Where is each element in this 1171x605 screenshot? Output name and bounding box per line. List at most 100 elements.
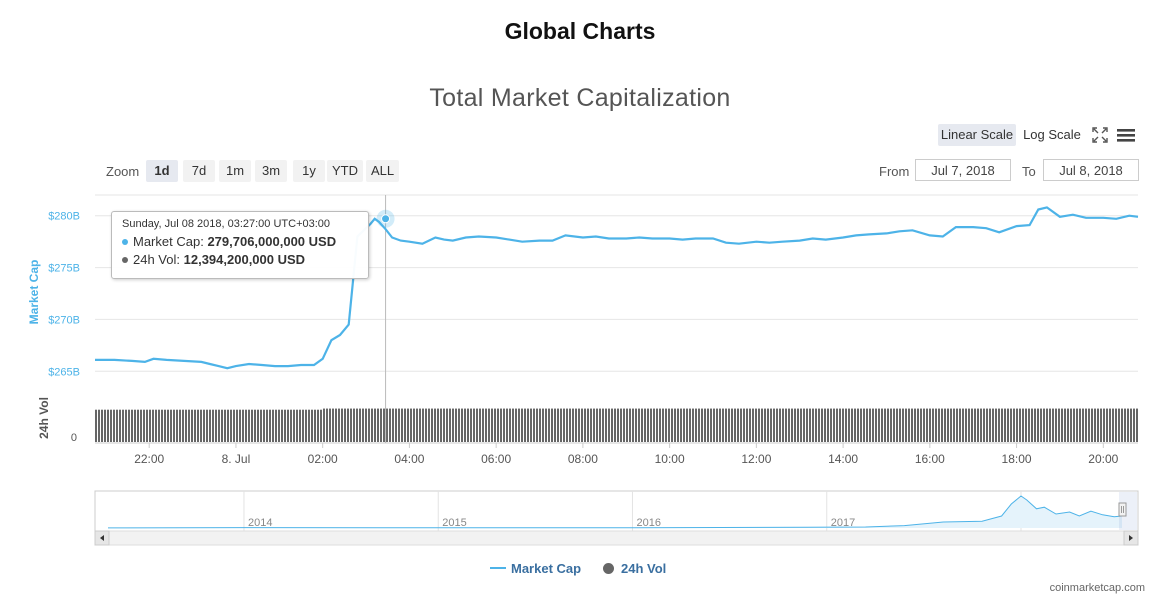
- volume-bar: [191, 409, 193, 442]
- tooltip: Sunday, Jul 08 2018, 03:27:00 UTC+03:00 …: [111, 211, 369, 279]
- volume-bar: [1091, 408, 1093, 442]
- zoom-1y-button[interactable]: 1y: [293, 160, 325, 182]
- volume-bar: [149, 409, 151, 442]
- volume-bar: [809, 408, 811, 442]
- volume-bar: [461, 408, 463, 442]
- volume-bar: [893, 408, 895, 442]
- volume-bar: [686, 408, 688, 442]
- volume-bar: [980, 408, 982, 442]
- volume-bar: [188, 409, 190, 442]
- volume-bar: [656, 408, 658, 442]
- volume-bar: [779, 408, 781, 442]
- zoom-1d-button[interactable]: 1d: [146, 160, 178, 182]
- volume-bar: [665, 408, 667, 442]
- volume-bar: [428, 408, 430, 442]
- volume-bar: [575, 408, 577, 442]
- volume-bar: [302, 409, 304, 442]
- volume-bar: [1112, 408, 1114, 442]
- market-cap-legend-icon: [490, 567, 506, 569]
- volume-bar: [1016, 408, 1018, 442]
- to-date-input[interactable]: Jul 8, 2018: [1043, 159, 1139, 181]
- navigator-year-label: 2016: [636, 517, 660, 529]
- tooltip-volume-label: 24h Vol:: [133, 252, 180, 267]
- volume-bar: [1019, 408, 1021, 442]
- volume-bar: [698, 408, 700, 442]
- volume-bar: [458, 408, 460, 442]
- volume-bar: [212, 409, 214, 442]
- volume-bar: [278, 409, 280, 442]
- volume-bar: [443, 408, 445, 442]
- zoom-7d-button[interactable]: 7d: [183, 160, 215, 182]
- navigator-selection[interactable]: [1119, 492, 1137, 530]
- volume-bar: [953, 408, 955, 442]
- scroll-left-arrow-icon: [100, 535, 104, 541]
- volume-bar: [401, 408, 403, 442]
- volume-bar: [551, 408, 553, 442]
- volume-bar: [1079, 408, 1081, 442]
- volume-bar: [380, 408, 382, 442]
- volume-bar: [533, 408, 535, 442]
- volume-bar: [434, 408, 436, 442]
- menu-icon[interactable]: [1117, 127, 1135, 143]
- volume-bar: [851, 408, 853, 442]
- volume-bar: [713, 408, 715, 442]
- navigator-year-label: 2017: [831, 517, 855, 529]
- volume-bar: [128, 409, 130, 442]
- volume-bar: [185, 409, 187, 442]
- volume-bar: [497, 408, 499, 442]
- volume-bar: [119, 409, 121, 442]
- volume-bar: [743, 408, 745, 442]
- volume-bar: [272, 409, 274, 442]
- volume-bar: [338, 408, 340, 442]
- x-tick-label: 10:00: [655, 452, 685, 466]
- volume-bar: [947, 408, 949, 442]
- linear-scale-button[interactable]: Linear Scale: [938, 124, 1016, 146]
- volume-bar: [440, 408, 442, 442]
- zoom-3m-button[interactable]: 3m: [255, 160, 287, 182]
- volume-bar: [374, 408, 376, 442]
- volume-bar: [623, 408, 625, 442]
- x-tick-label: 20:00: [1088, 452, 1118, 466]
- zoom-label: Zoom: [106, 164, 140, 179]
- volume-bar: [239, 409, 241, 442]
- tooltip-volume-value: 12,394,200,000 USD: [183, 252, 306, 267]
- fullscreen-icon[interactable]: [1092, 127, 1108, 143]
- legend-item-24h-vol[interactable]: 24h Vol: [603, 561, 666, 577]
- volume-bar: [200, 409, 202, 442]
- volume-bar: [569, 408, 571, 442]
- volume-bar: [368, 408, 370, 442]
- volume-bar: [1058, 408, 1060, 442]
- volume-bar: [602, 408, 604, 442]
- volume-bar: [1061, 408, 1063, 442]
- volume-bar: [1121, 408, 1123, 442]
- zoom-ytd-button[interactable]: YTD: [327, 160, 363, 182]
- volume-bar: [758, 408, 760, 442]
- legend-item-market-cap[interactable]: Market Cap: [490, 561, 581, 577]
- volume-bar: [407, 408, 409, 442]
- navigator-handle[interactable]: [1118, 502, 1127, 517]
- from-date-input[interactable]: Jul 7, 2018: [915, 159, 1011, 181]
- volume-bar: [944, 408, 946, 442]
- volume-bar: [1073, 408, 1075, 442]
- log-scale-button[interactable]: Log Scale: [1023, 127, 1081, 142]
- volume-bar: [437, 408, 439, 442]
- volume-bar: [764, 408, 766, 442]
- volume-bar: [521, 408, 523, 442]
- volume-bar: [452, 408, 454, 442]
- volume-bar: [680, 408, 682, 442]
- volume-bar: [206, 409, 208, 442]
- zoom-1m-button[interactable]: 1m: [219, 160, 251, 182]
- volume-bar: [1133, 408, 1135, 442]
- volume-bar: [350, 408, 352, 442]
- volume-bar: [1103, 408, 1105, 442]
- y-axis-label: Market Cap: [27, 260, 41, 325]
- volume-bar: [878, 408, 880, 442]
- zoom-all-button[interactable]: ALL: [366, 160, 400, 182]
- credit-link[interactable]: coinmarketcap.com: [1049, 582, 1145, 594]
- scrollbar-track[interactable]: [94, 530, 1139, 546]
- volume-bar: [335, 408, 337, 442]
- volume-bar: [299, 409, 301, 442]
- volume-bar: [992, 408, 994, 442]
- legend-label-market-cap: Market Cap: [511, 561, 582, 576]
